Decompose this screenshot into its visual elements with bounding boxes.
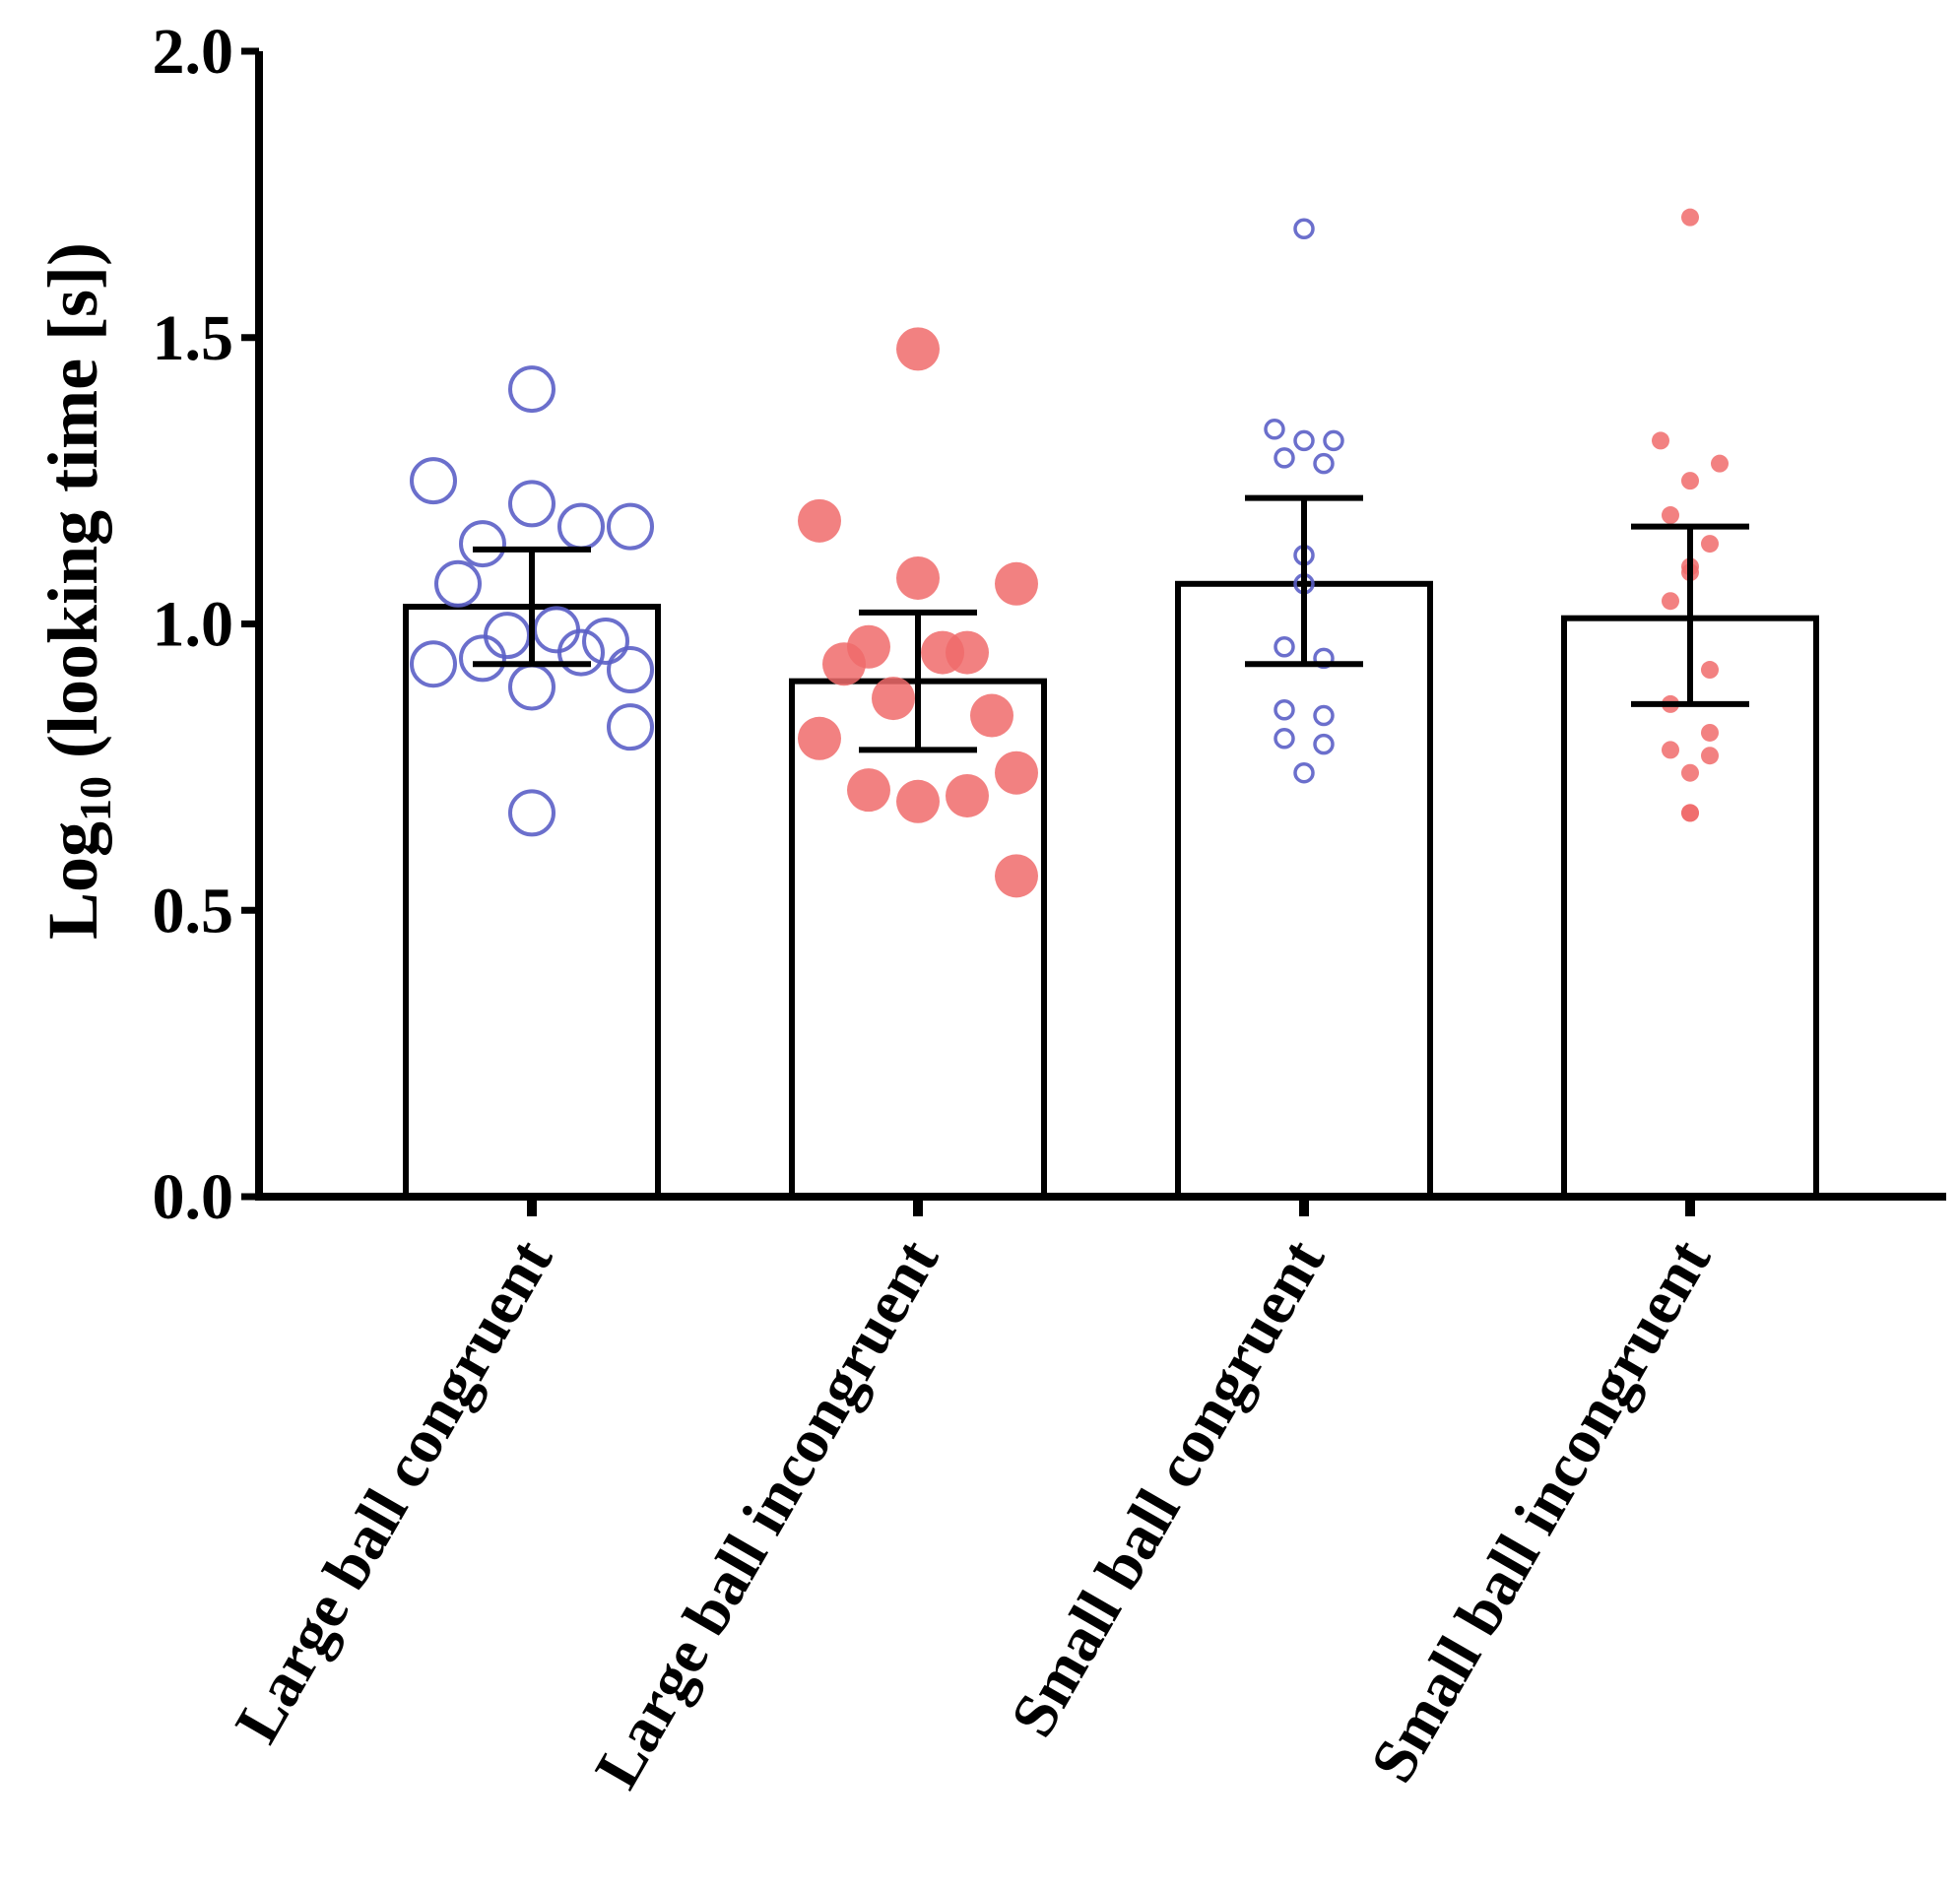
data-point (1662, 592, 1679, 611)
data-point (1662, 741, 1679, 759)
data-point (896, 555, 940, 600)
y-axis-label: Log10 (looking time [s]) (33, 242, 120, 940)
y-tick-label: 0.0 (153, 1161, 234, 1233)
data-point (1274, 636, 1295, 658)
data-point (1274, 728, 1295, 750)
data-point (1662, 506, 1679, 525)
data-point (508, 789, 555, 837)
data-point (1293, 761, 1315, 784)
data-point (798, 498, 841, 543)
data-point (557, 502, 605, 551)
y-axis-label-base: Log (33, 821, 112, 940)
data-point (1313, 452, 1335, 475)
x-category-label: Large ball congruent (222, 1227, 566, 1754)
data-point (508, 480, 555, 528)
data-point (410, 640, 457, 688)
data-point (410, 457, 457, 505)
data-point (1701, 747, 1719, 765)
data-point (1711, 454, 1729, 473)
bar-0 (403, 604, 661, 1200)
data-point (1681, 208, 1699, 227)
x-category-label: Large ball incongruent (581, 1227, 952, 1799)
data-point (872, 677, 915, 721)
data-point (607, 502, 654, 551)
data-point (1701, 661, 1719, 680)
data-point (607, 646, 654, 694)
data-point (459, 520, 506, 568)
data-point (1293, 218, 1315, 240)
data-point (1293, 429, 1315, 452)
y-axis-label-rest: (looking time [s]) (33, 242, 112, 776)
data-point (557, 628, 605, 677)
data-point (1701, 535, 1719, 554)
data-point (1323, 429, 1344, 452)
data-point (582, 617, 629, 665)
data-point (921, 630, 964, 675)
data-point (1313, 647, 1335, 670)
data-point (946, 773, 989, 817)
data-point (508, 365, 555, 414)
y-tick-label: 1.5 (153, 302, 234, 374)
data-point (970, 693, 1013, 738)
x-category-label: Small ball congruent (997, 1227, 1338, 1748)
data-point (1313, 733, 1335, 755)
data-point (434, 559, 482, 608)
y-tick-label: 1.0 (153, 589, 234, 661)
data-point (1681, 472, 1699, 490)
data-point (607, 703, 654, 751)
data-point (459, 634, 506, 683)
data-point (1274, 698, 1295, 721)
data-point (1652, 431, 1669, 450)
x-category-label: Small ball incongruent (1356, 1227, 1724, 1794)
data-point (798, 716, 841, 760)
data-point (1274, 447, 1295, 469)
data-point (896, 779, 940, 823)
data-point (1264, 419, 1285, 440)
y-axis-label-subscript: 10 (70, 776, 120, 821)
data-point (847, 768, 890, 813)
data-point (1313, 704, 1335, 727)
data-point (995, 561, 1038, 606)
data-point (995, 854, 1038, 898)
data-point (995, 750, 1038, 795)
data-point (1701, 723, 1719, 742)
bar-2 (1175, 580, 1433, 1200)
data-point (896, 327, 940, 371)
data-point (1681, 763, 1699, 782)
data-point (1681, 804, 1699, 822)
data-point (822, 642, 866, 686)
y-tick-label: 0.5 (153, 875, 234, 946)
y-tick-label: 2.0 (153, 16, 234, 88)
plot-area: 0.0 0.5 1.0 1.5 2.0 Large ball congruent Large… (153, 16, 1946, 1799)
